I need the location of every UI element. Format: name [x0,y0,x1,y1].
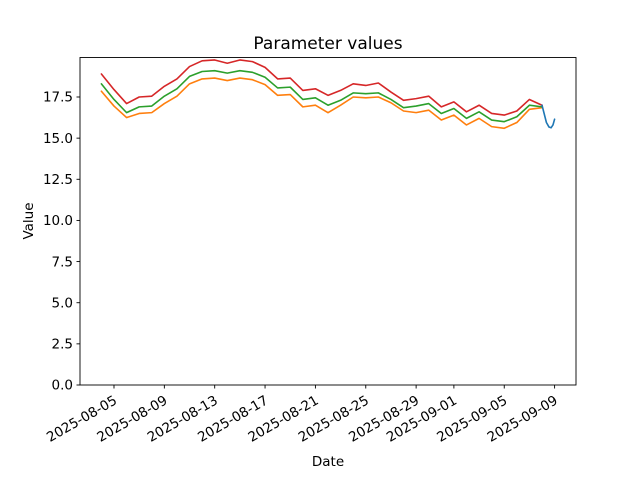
plot-area [79,57,577,386]
y-axis: 0.0 2.5 5.0 7.5 10.0 12.5 15.0 17.5 [43,90,80,394]
series-green-line [100,69,543,123]
chart-title: Parameter values [253,34,402,54]
series-blue-line [541,104,556,129]
y-tick-label: 10.0 [43,213,73,229]
x-axis-label: Date [312,454,344,470]
y-tick-label: 12.5 [43,172,73,188]
y-tick-label: 17.5 [43,90,73,106]
chart-series [100,59,556,130]
y-tick-label: 2.5 [52,337,73,353]
y-tick-label: 7.5 [52,254,73,270]
y-axis-label: Value [21,202,37,239]
series-orange-line [100,77,543,130]
y-tick-label: 5.0 [52,295,73,311]
y-tick-label: 0.0 [52,378,73,394]
series-red-line [100,59,543,116]
y-tick-label: 15.0 [43,131,73,147]
